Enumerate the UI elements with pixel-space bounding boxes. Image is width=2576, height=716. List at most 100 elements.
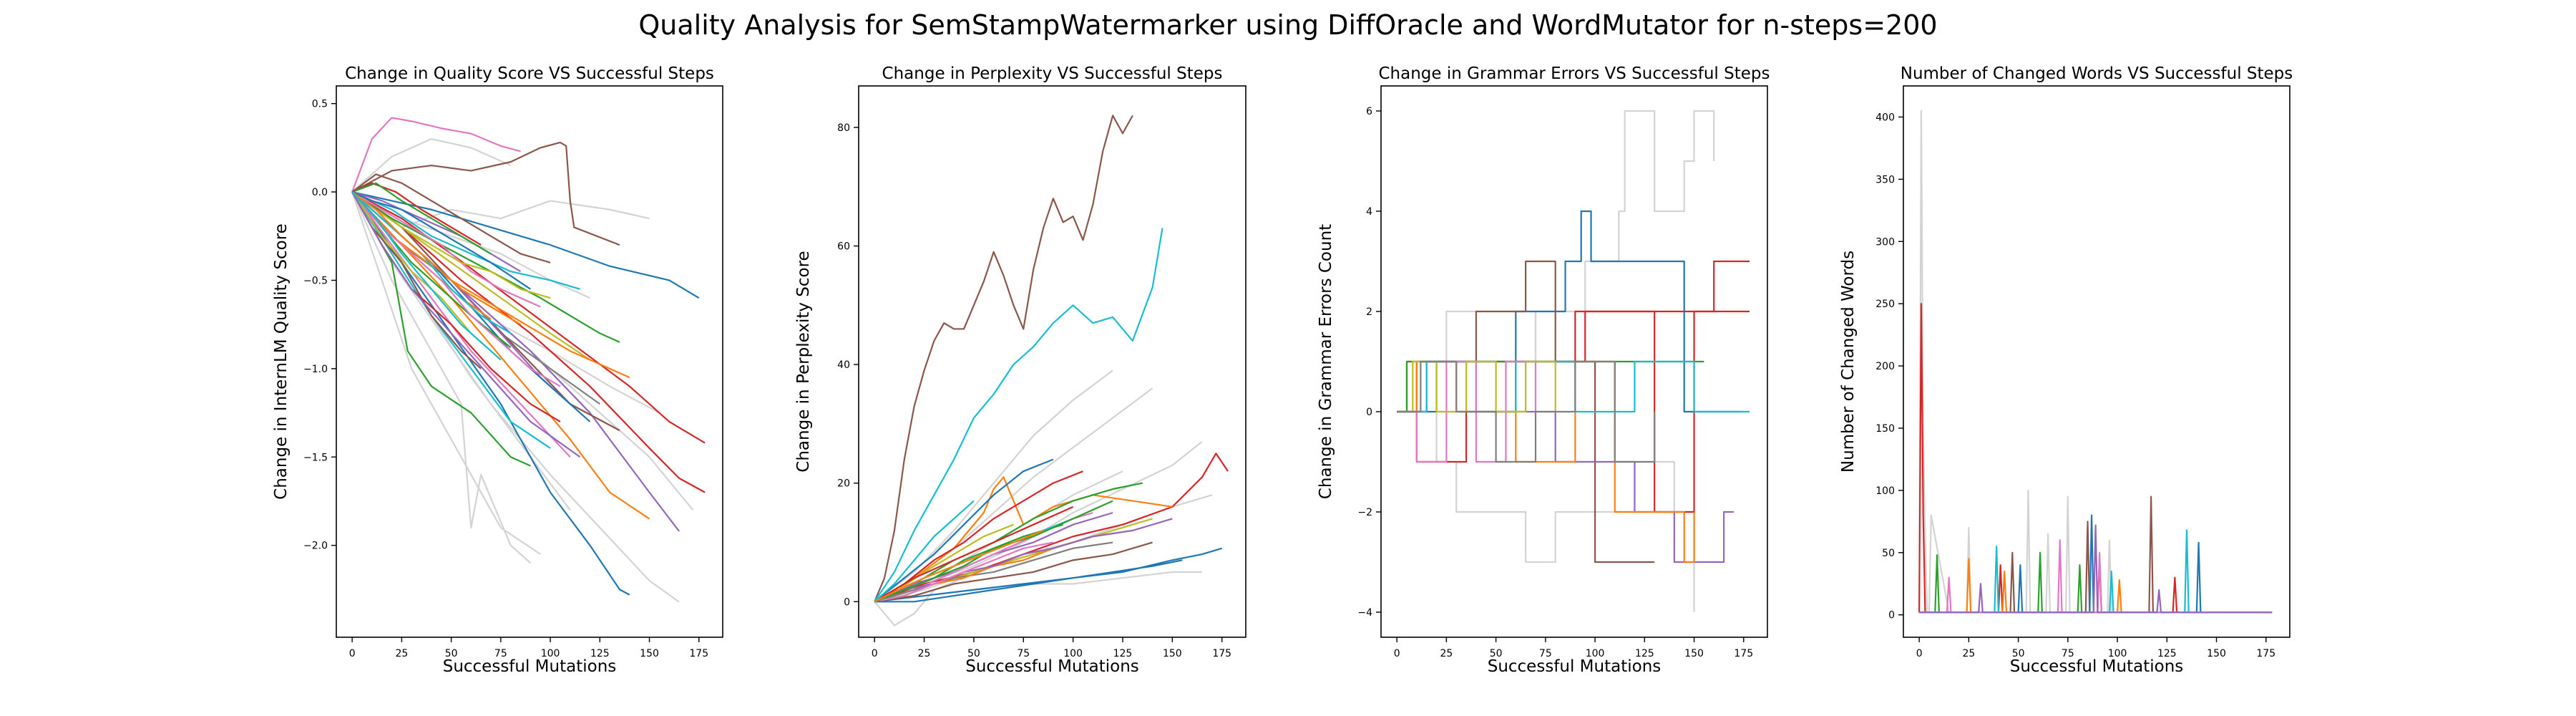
chart-title: Number of Changed Words VS Successful St…	[1901, 64, 2293, 83]
series-line-10	[351, 117, 521, 193]
plot-frame	[1380, 85, 1768, 638]
series-line-8	[1919, 529, 2273, 614]
series-line-19	[874, 470, 1083, 603]
series-line-42	[351, 191, 522, 326]
x-tick-label: 75	[1017, 648, 1030, 659]
x-axis-label: Successful Mutations	[443, 657, 617, 676]
x-tick-label: 25	[395, 648, 408, 659]
y-tick-label: 300	[1875, 236, 1895, 248]
series-line-27	[874, 559, 1183, 603]
y-tick-label: −1.5	[303, 452, 328, 463]
x-tick-label: 100	[1586, 648, 1605, 659]
series-line-31	[874, 529, 1044, 603]
x-tick-label: 175	[689, 648, 708, 659]
series-line-39	[351, 191, 551, 299]
x-axis-label: Successful Mutations	[1488, 657, 1662, 676]
y-tick-label: 100	[1875, 485, 1895, 497]
x-tick-label: 150	[1684, 648, 1704, 659]
y-tick-label: 200	[1875, 361, 1895, 372]
y-tick-label: 350	[1875, 174, 1895, 185]
x-tick-label: 150	[1163, 648, 1182, 659]
x-tick-label: 150	[640, 648, 659, 659]
chart-title: Change in Quality Score VS Successful St…	[345, 64, 714, 83]
y-axis-label: Change in InternLM Quality Score	[272, 223, 291, 500]
series-line-10	[1919, 524, 2273, 614]
x-tick-label: 75	[1539, 648, 1552, 659]
x-tick-label: 75	[494, 648, 507, 659]
series-line-7	[1919, 514, 2273, 614]
y-axis-label: Change in Grammar Errors Count	[1317, 224, 1335, 499]
series-line-25	[874, 541, 1054, 603]
series-line-13	[1397, 360, 1556, 413]
x-axis-label: Successful Mutations	[2010, 657, 2184, 676]
series-group	[351, 117, 706, 603]
y-tick-label: 6	[1366, 106, 1372, 117]
x-tick-label: 50	[445, 648, 458, 659]
series-line-6	[1919, 495, 2273, 614]
series-line-17	[351, 191, 630, 596]
x-tick-label: 175	[1212, 648, 1231, 659]
x-tick-label: 75	[2062, 648, 2074, 659]
series-line-37	[351, 191, 531, 290]
y-tick-label: −2.0	[303, 541, 328, 552]
series-line-29	[874, 500, 1113, 603]
series-line-18	[351, 191, 531, 467]
series-line-1	[874, 369, 1113, 603]
series-line-33	[351, 191, 541, 308]
y-tick-label: 0	[1366, 407, 1372, 418]
series-line-14	[351, 191, 706, 493]
series-line-19	[351, 191, 580, 290]
x-tick-label: 150	[2207, 648, 2226, 659]
series-line-40	[351, 182, 492, 255]
series-line-12	[351, 191, 700, 299]
chart-title: Change in Grammar Errors VS Successful S…	[1378, 64, 1770, 83]
series-line-4	[1919, 551, 2273, 614]
series-line-41	[351, 191, 561, 387]
y-tick-label: −0.5	[303, 275, 328, 286]
y-tick-label: −2	[1357, 507, 1372, 518]
y-axis-label: Number of Changed Words	[1839, 251, 1858, 473]
series-group	[874, 115, 1229, 626]
series-line-45	[351, 191, 502, 361]
y-tick-label: 0.0	[312, 187, 328, 198]
series-line-34	[351, 191, 522, 273]
x-tick-label: 50	[1490, 648, 1503, 659]
series-line-13	[351, 191, 706, 444]
series-line-23	[874, 518, 1173, 603]
series-line-43	[351, 191, 581, 458]
x-tick-label: 25	[918, 648, 931, 659]
x-tick-label: 125	[1635, 648, 1654, 659]
x-tick-label: 125	[1113, 648, 1133, 659]
y-tick-label: 250	[1875, 299, 1895, 310]
series-line-9	[351, 191, 541, 555]
y-tick-label: 2	[1366, 306, 1372, 318]
chart-panel-1: Change in Quality Score VS Successful St…	[272, 64, 723, 676]
y-tick-label: 150	[1875, 423, 1895, 435]
y-tick-label: 0	[1888, 610, 1895, 621]
x-tick-label: 0	[872, 648, 878, 659]
series-line-14	[1397, 360, 1656, 463]
plot-frame	[336, 85, 723, 638]
x-tick-label: 0	[349, 648, 356, 659]
x-tick-label: 175	[1734, 648, 1753, 659]
plot-frame	[858, 85, 1246, 638]
y-tick-label: 80	[837, 122, 850, 134]
series-line-24	[874, 541, 1153, 603]
y-tick-label: 40	[837, 359, 850, 371]
series-line-38	[351, 182, 482, 246]
x-tick-label: 175	[2256, 648, 2275, 659]
x-tick-label: 25	[1962, 648, 1975, 659]
series-line-44	[351, 173, 551, 263]
y-tick-label: 0.5	[312, 99, 328, 110]
x-tick-label: 100	[1063, 648, 1083, 659]
y-tick-label: 60	[837, 241, 850, 253]
series-line-5	[1919, 558, 2273, 614]
x-tick-label: 0	[1394, 648, 1400, 659]
chart-panel-2: Change in Perplexity VS Successful Steps…	[794, 64, 1246, 676]
x-tick-label: 100	[541, 648, 560, 659]
series-line-11	[351, 141, 620, 246]
y-tick-label: 0	[844, 596, 850, 608]
x-tick-label: 50	[2012, 648, 2025, 659]
